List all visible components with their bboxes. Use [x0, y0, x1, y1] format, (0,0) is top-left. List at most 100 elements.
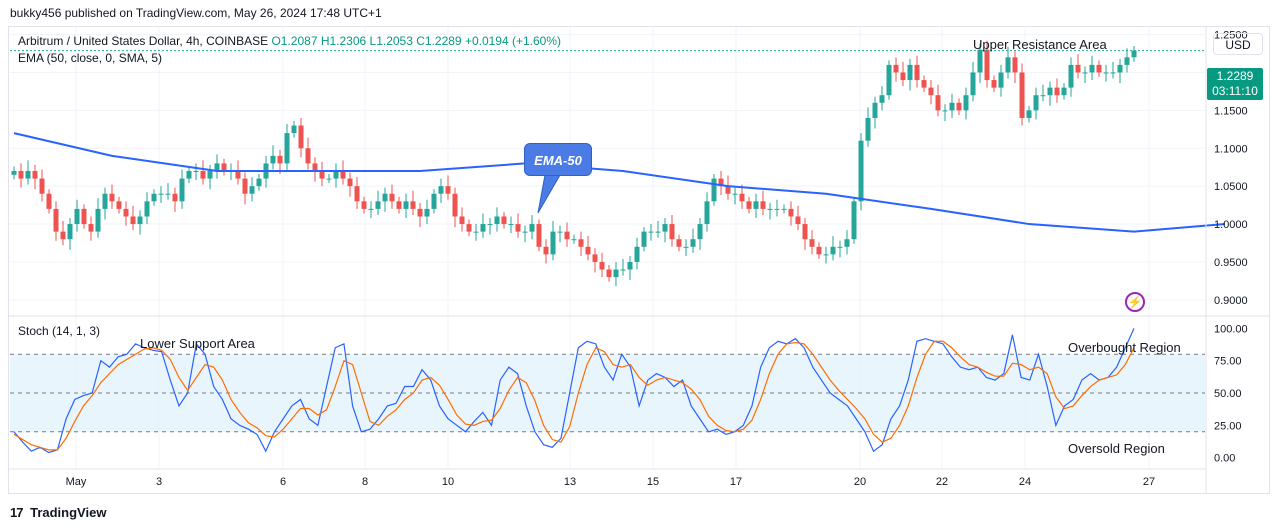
candle-body	[956, 102, 962, 111]
candle-body	[298, 125, 304, 149]
candle-body	[116, 201, 122, 209]
candle-body	[459, 216, 465, 225]
candle-body	[396, 201, 402, 209]
candle-body	[879, 95, 885, 103]
price-tick-label: 1.0000	[1214, 219, 1248, 231]
candle-body	[921, 80, 927, 88]
brand-label: TradingView	[30, 505, 107, 520]
candle-body	[900, 72, 906, 81]
candle-body	[697, 224, 703, 240]
callout-pointer	[537, 174, 561, 214]
lightning-icon[interactable]: ⚡	[1125, 292, 1145, 312]
candle-body	[403, 201, 409, 209]
candle-body	[109, 193, 115, 202]
candle-body	[522, 231, 528, 233]
candle-body	[816, 246, 822, 255]
candle-body	[151, 193, 157, 202]
candle-body	[620, 269, 626, 271]
candle-body	[39, 178, 45, 194]
candle-body	[494, 216, 500, 225]
candle-body	[319, 171, 325, 179]
candle-body	[655, 231, 661, 233]
candle-body	[473, 231, 479, 233]
stoch-tick-label: 0.00	[1214, 453, 1235, 465]
candle-body	[935, 95, 941, 111]
candle-body	[249, 186, 255, 194]
candle-body	[123, 208, 129, 217]
bar-countdown: 03:11:10	[1212, 84, 1258, 98]
candle-body	[277, 155, 283, 164]
candle-body	[81, 208, 87, 225]
candle-body	[1075, 64, 1081, 73]
candle-body	[795, 216, 801, 225]
price-tick-label: 1.1000	[1214, 143, 1248, 155]
candle-body	[529, 224, 535, 232]
candle-body	[1103, 72, 1109, 74]
candle-body	[144, 201, 150, 217]
candle-body	[711, 178, 717, 202]
candle-body	[851, 201, 857, 240]
candle-body	[179, 178, 185, 202]
candle-body	[753, 201, 759, 209]
candle-body	[1082, 72, 1088, 74]
candle-body	[137, 216, 143, 225]
overbought-label: Overbought Region	[1068, 340, 1181, 355]
candle-body	[1026, 110, 1032, 118]
candle-body	[683, 246, 689, 248]
candle-body	[172, 193, 178, 202]
time-tick-label: 17	[730, 476, 742, 488]
candle-body	[60, 231, 66, 240]
last-price: 1.2289	[1216, 69, 1254, 83]
candle-body	[284, 133, 290, 164]
tradingview-brand: 17 TradingView	[10, 505, 106, 520]
candle-body	[1012, 57, 1018, 73]
candle-body	[648, 231, 654, 233]
candle-body	[823, 254, 829, 256]
time-tick-label: 8	[362, 476, 368, 488]
candle-body	[95, 208, 101, 232]
stoch-tick-label: 75.00	[1214, 356, 1242, 368]
candle-body	[942, 110, 948, 112]
candle-body	[235, 171, 241, 179]
ohlc-values: O1.2087 H1.2306 L1.2053 C1.2289 +0.0194 …	[271, 34, 562, 48]
candle-body	[158, 193, 164, 195]
candle-body	[200, 171, 206, 179]
candle-body	[606, 269, 612, 278]
stoch-band	[10, 353, 1205, 433]
candle-body	[991, 80, 997, 88]
symbol-label: Arbitrum / United States Dollar, 4h, COI…	[18, 34, 269, 48]
time-tick-label: 6	[280, 476, 286, 488]
candle-body	[830, 246, 836, 255]
candle-body	[11, 171, 17, 175]
candle-body	[305, 148, 311, 164]
candle-body	[669, 224, 675, 240]
candle-body	[760, 201, 766, 209]
price-tick-label: 0.9500	[1214, 257, 1248, 269]
candle-body	[186, 171, 192, 179]
candle-body	[53, 208, 59, 232]
currency-button[interactable]: USD	[1213, 33, 1263, 55]
time-tick-label: 22	[936, 476, 948, 488]
candle-body	[844, 239, 850, 247]
stoch-tick-label: 50.00	[1214, 388, 1242, 400]
ema-legend: EMA (50, close, 0, SMA, 5)	[18, 51, 163, 65]
candle-body	[25, 171, 31, 179]
stoch-tick-label: 25.00	[1214, 420, 1242, 432]
candle-body	[781, 208, 787, 210]
candle-body	[515, 224, 521, 232]
candle-body	[382, 193, 388, 202]
candle-body	[410, 201, 416, 209]
candle-body	[207, 171, 213, 179]
candle-body	[214, 163, 220, 171]
candle-body	[256, 178, 262, 187]
candle-body	[802, 224, 808, 240]
candle-body	[1096, 64, 1102, 73]
candle-body	[438, 186, 444, 194]
candle-body	[564, 231, 570, 240]
candle-body	[1124, 57, 1130, 65]
candle-body	[18, 171, 24, 179]
candle-body	[1110, 72, 1116, 74]
time-tick-label: 27	[1143, 476, 1155, 488]
price-tick-label: 1.0500	[1214, 181, 1248, 193]
candle-body	[928, 87, 934, 96]
